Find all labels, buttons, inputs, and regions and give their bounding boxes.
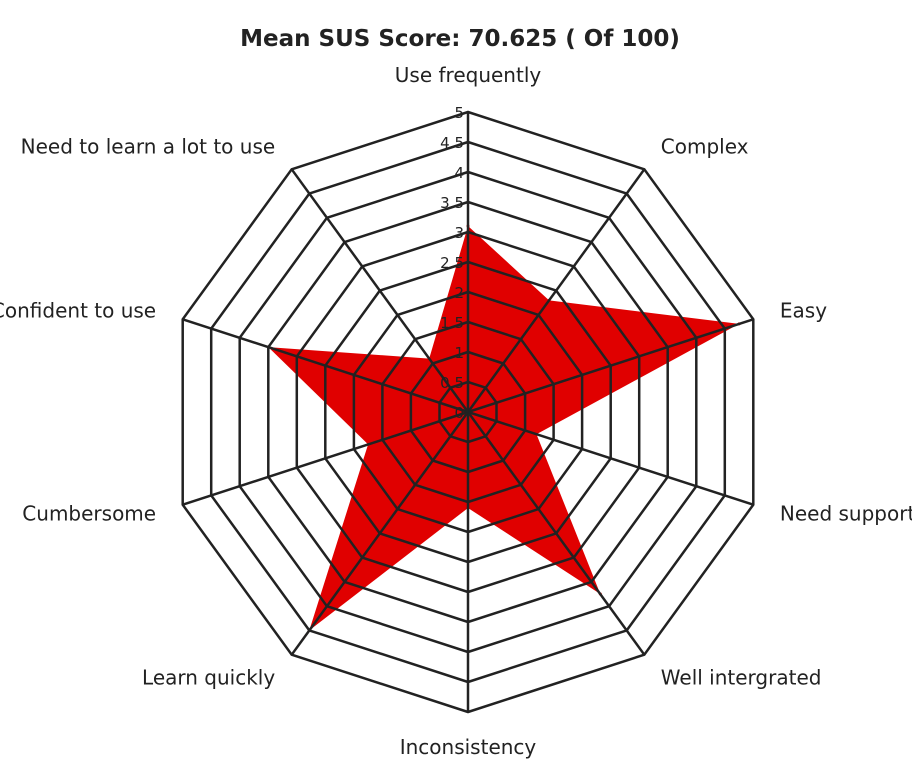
category-label: Inconsistency (400, 735, 537, 759)
tick-label: 4 (454, 164, 464, 182)
tick-label: 3.5 (440, 194, 464, 212)
category-label: Complex (661, 135, 749, 159)
tick-label: 1 (454, 344, 464, 362)
grid-spoke (182, 410, 469, 506)
tick-label: 0 (454, 404, 464, 422)
tick-label: 5 (454, 104, 464, 122)
category-label: Need support (780, 501, 912, 525)
tick-label: 0.5 (440, 374, 464, 392)
series-area (268, 226, 740, 631)
grid-spoke (182, 318, 469, 414)
grid-spoke (467, 410, 754, 506)
tick-label: 2.5 (440, 254, 464, 272)
grid-spoke (467, 318, 754, 414)
category-label: Cumbersome (22, 501, 156, 525)
grid-spoke (466, 411, 646, 656)
grid-spoke (466, 168, 646, 413)
chart-title: Mean SUS Score: 70.625 ( Of 100) (240, 26, 680, 52)
category-label: Well intergrated (661, 665, 822, 689)
category-label: Easy (780, 299, 827, 323)
category-label: Use frequently (395, 63, 542, 87)
tick-labels: 0 0.5 1 1.5 2 2.5 3 3.5 4 4.5 5 (440, 104, 464, 422)
tick-label: 2 (454, 284, 464, 302)
grid-layer (181, 110, 755, 714)
category-labels: Use frequently Complex Easy Need support Wel… (0, 63, 912, 759)
category-label: Learn quickly (142, 665, 275, 689)
tick-label: 3 (454, 224, 464, 242)
category-label: Confident to use (0, 299, 156, 323)
tick-label: 1.5 (440, 314, 464, 332)
tick-label: 4.5 (440, 134, 464, 152)
grid-spoke (290, 411, 470, 656)
grid-spoke (290, 168, 470, 413)
category-label: Need to learn a lot to use (21, 135, 276, 159)
